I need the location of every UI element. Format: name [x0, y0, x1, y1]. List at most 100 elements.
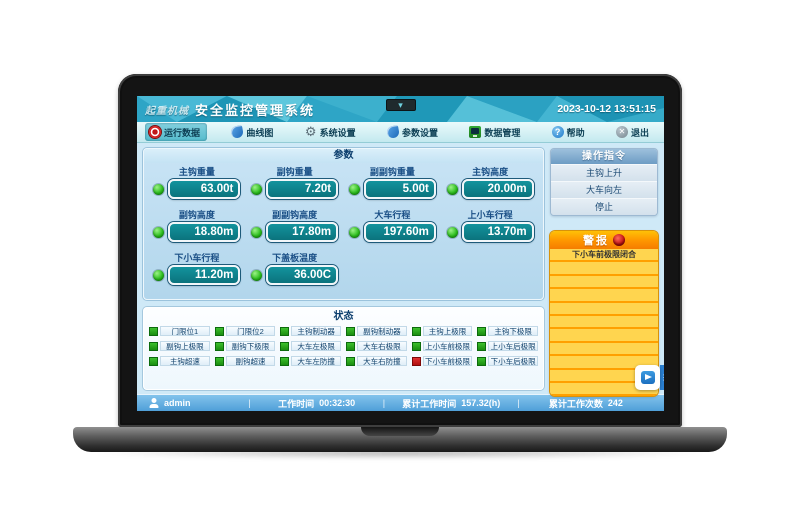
green-led-icon: [251, 183, 263, 195]
parameter-cell: 副副钩高度 17.80m: [246, 209, 344, 242]
status-indicator: 大车左防撞: [280, 356, 341, 366]
alarm-row[interactable]: [550, 383, 658, 397]
parameter-cell: 大车行程 197.60m: [344, 209, 442, 242]
statusbar-separator: |: [248, 398, 251, 408]
alarm-row[interactable]: [550, 356, 658, 370]
floating-chat-button[interactable]: [635, 365, 660, 390]
status-label: 下小车前极限: [422, 356, 473, 366]
menu-item-icon: [305, 126, 317, 138]
chat-sidebar-handle[interactable]: ⋮: [660, 365, 664, 390]
status-label: 门限位1: [160, 326, 210, 336]
status-label: 大车左极限: [291, 341, 341, 351]
status-led-icon: [477, 341, 487, 351]
menu-item[interactable]: 帮助: [548, 123, 592, 141]
work-time-group: 工作时间 00:32:30: [251, 397, 383, 410]
status-led-icon: [346, 326, 355, 336]
command-panel-title: 操作指令: [551, 149, 657, 164]
parameter-value: 17.80m: [266, 222, 339, 242]
parameter-cell: 副钩高度 18.80m: [148, 209, 246, 242]
alarm-row[interactable]: [550, 316, 658, 330]
bottom-status-bar: admin | 工作时间 00:32:30 | 累计工作时间 157.32(h)…: [137, 394, 664, 411]
parameter-display: 13.70m: [446, 222, 534, 242]
parameter-label: 副副钩高度: [272, 210, 318, 220]
menu-item[interactable]: 退出: [612, 123, 656, 141]
parameter-cell: 副钩重量 7.20t: [246, 166, 344, 199]
parameter-display: 5.00t: [348, 179, 436, 199]
status-indicator: 主钩制动器: [280, 326, 341, 336]
green-led-icon: [153, 269, 165, 281]
menu-item-icon: [230, 125, 245, 139]
total-count-group: 累计工作次数 242: [520, 397, 652, 410]
status-led-icon: [411, 341, 421, 351]
menu-item[interactable]: 系统设置: [301, 123, 363, 141]
status-indicator: 大车右防撞: [346, 356, 407, 366]
laptop-lid: 起重机械 安全监控管理系统 2023-10-12 13:51:15 ▾ 运行数据…: [118, 74, 682, 427]
parameter-label: 副钩高度: [178, 210, 215, 220]
parameter-value: 13.70m: [461, 222, 534, 242]
alarm-row[interactable]: [550, 276, 658, 290]
status-label: 主钩上极限: [422, 326, 473, 336]
parameter-cell: 上小车行程 13.70m: [441, 209, 539, 242]
parameters-panel-title: 参数: [144, 149, 543, 163]
alarm-row[interactable]: [550, 370, 658, 383]
parameter-value: 36.00C: [266, 265, 339, 285]
parameter-label: 上小车行程: [467, 210, 513, 220]
alarm-row[interactable]: [550, 343, 658, 357]
right-column: 操作指令 主钩上升 大车向左 停止 警报 下小车前极限闭合 ⋮: [550, 148, 664, 397]
status-led-icon: [346, 356, 355, 366]
parameter-display: 11.20m: [153, 265, 241, 285]
status-label: 副钩超速: [225, 356, 276, 366]
alarm-row[interactable]: 下小车前极限闭合: [550, 249, 658, 263]
status-led-icon: [280, 356, 290, 366]
status-indicator: 大车左极限: [280, 341, 341, 351]
status-panel-title: 状态: [333, 311, 354, 322]
command-list: 主钩上升 大车向左 停止: [551, 164, 657, 215]
alarm-row[interactable]: [550, 289, 658, 303]
status-grid: 门限位1 门限位2 主钩制动器 副钩制动器: [149, 326, 538, 366]
status-label: 上小车前极限: [422, 341, 473, 351]
green-led-icon: [251, 226, 263, 238]
total-count-label: 累计工作次数: [548, 398, 603, 409]
status-label: 副钩下极限: [225, 341, 276, 351]
statusbar-separator: |: [382, 398, 386, 408]
parameter-cell: 副副钩重量 5.00t: [344, 166, 442, 199]
alarm-row[interactable]: [550, 303, 658, 316]
status-led-icon: [477, 326, 487, 336]
menu-item-label: 参数设置: [401, 127, 438, 138]
laptop-base-notch: [361, 427, 439, 436]
status-led-icon: [346, 341, 355, 351]
app-logo: 起重机械: [145, 105, 189, 117]
status-label: 大车右防撞: [357, 356, 407, 366]
menu-item-label: 数据管理: [484, 127, 521, 138]
alarm-panel-title: 警报: [583, 235, 609, 247]
menu-item-icon: [386, 125, 400, 139]
app-window: 起重机械 安全监控管理系统 2023-10-12 13:51:15 ▾ 运行数据…: [137, 96, 664, 411]
total-count-value: 242: [607, 398, 623, 408]
status-indicator: 门限位2: [214, 326, 276, 336]
menu-item[interactable]: 数据管理: [465, 123, 527, 141]
status-indicator: 主钩上极限: [411, 326, 473, 336]
status-indicator: 门限位1: [149, 326, 210, 336]
command-item[interactable]: 主钩上升: [551, 164, 657, 181]
parameter-label: 下小车行程: [174, 253, 220, 263]
titlebar-dropdown-button[interactable]: ▾: [385, 99, 416, 111]
status-led-icon: [280, 326, 290, 336]
menu-item[interactable]: 曲线图: [227, 123, 280, 141]
menu-item[interactable]: 参数设置: [383, 123, 445, 141]
status-led-icon: [149, 326, 158, 336]
menu-item[interactable]: 运行数据: [145, 123, 208, 141]
alarm-row[interactable]: [550, 329, 658, 343]
command-item[interactable]: 大车向左: [551, 181, 657, 198]
green-led-icon: [153, 183, 165, 195]
command-item[interactable]: 停止: [551, 198, 657, 215]
status-indicator: 副钩制动器: [346, 326, 407, 336]
alarm-icon: [613, 234, 625, 246]
user-info: admin: [149, 398, 248, 408]
status-indicator: 下小车后极限: [477, 356, 538, 366]
menu-item-icon: [469, 126, 482, 138]
parameter-value: 197.60m: [363, 222, 436, 242]
alarm-row[interactable]: [550, 262, 658, 276]
status-led-icon: [280, 341, 290, 351]
green-led-icon: [446, 226, 458, 238]
parameters-grid: 主钩重量 63.00t 副钩重量 7.20t: [144, 163, 543, 288]
